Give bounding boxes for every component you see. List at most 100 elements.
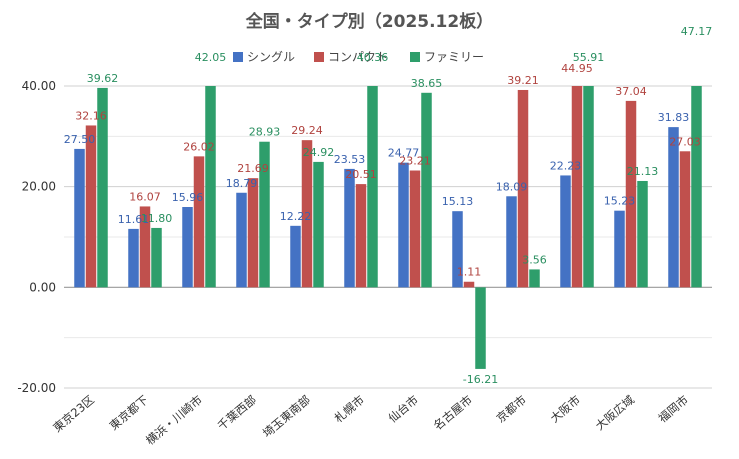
x-category-label: 仙台市 — [386, 393, 421, 426]
x-category-label: 名古屋市 — [431, 393, 475, 433]
data-label: 37.04 — [615, 85, 647, 98]
data-label: 20.51 — [345, 168, 377, 181]
data-label: 21.69 — [237, 162, 269, 175]
x-category-label: 東京23区 — [50, 393, 97, 435]
legend-swatch — [233, 52, 243, 62]
data-label: 15.96 — [172, 191, 204, 204]
x-category-label: 札幌市 — [332, 393, 367, 426]
gridlines — [64, 85, 712, 389]
y-tick-label: -20.00 — [17, 381, 56, 395]
data-label: 18.79 — [226, 177, 258, 190]
bar — [625, 100, 637, 288]
legend-swatch — [314, 52, 324, 62]
data-label: 23.53 — [334, 153, 366, 166]
data-label: 24.77 — [388, 147, 420, 160]
data-labels: 27.50 32.16 39.62 11.61 16.07 11.80 15.96 26.02… — [64, 25, 713, 386]
bar — [344, 168, 355, 288]
bars — [74, 86, 702, 369]
data-label: 3.56 — [522, 253, 547, 266]
bar — [529, 269, 540, 288]
bar — [614, 210, 625, 288]
bar — [74, 148, 85, 288]
bar — [193, 156, 205, 288]
bar — [637, 180, 648, 288]
data-label: -16.21 — [463, 373, 498, 386]
y-tick-label: 0.00 — [29, 280, 56, 294]
data-label: 40.36 — [357, 51, 389, 64]
data-label: 55.91 — [573, 51, 605, 64]
bar — [85, 125, 97, 288]
data-label: 16.07 — [129, 190, 161, 203]
data-label: 27.03 — [669, 135, 701, 148]
data-label: 15.23 — [604, 195, 636, 208]
bar — [128, 228, 139, 288]
data-label: 24.92 — [303, 146, 335, 159]
x-category-label: 横浜・川崎市 — [143, 393, 205, 448]
data-label: 21.13 — [627, 165, 659, 178]
bar — [139, 206, 151, 288]
bar — [151, 227, 162, 288]
x-category-label: 大阪市 — [548, 393, 583, 426]
data-label: 32.16 — [75, 109, 107, 122]
bar — [571, 86, 583, 288]
legend-label: ファミリー — [424, 50, 484, 64]
legend-label: シングル — [247, 50, 295, 64]
data-label: 22.23 — [550, 159, 582, 172]
y-tick-label: 20.00 — [22, 180, 56, 194]
bar — [475, 287, 486, 369]
bar — [355, 184, 367, 288]
bar — [367, 86, 378, 288]
data-label: 39.21 — [507, 74, 539, 87]
data-label: 12.22 — [280, 210, 312, 223]
bar — [259, 141, 270, 288]
bar — [97, 87, 108, 288]
legend: シングル コンパクト ファミリー — [233, 50, 484, 64]
chart-title: 全国・タイプ別（2025.12板） — [245, 11, 493, 32]
data-label: 38.65 — [411, 77, 443, 90]
data-label: 27.50 — [64, 133, 96, 146]
bar — [560, 175, 571, 288]
bar — [583, 86, 594, 288]
x-category-label: 埼玉東南部 — [260, 393, 313, 441]
bar — [313, 161, 324, 288]
x-category-label: 福岡市 — [656, 393, 691, 426]
x-category-label: 京都市 — [494, 393, 529, 426]
x-category-label: 大阪広域 — [593, 392, 638, 433]
bar — [182, 207, 193, 288]
bar — [205, 86, 216, 288]
y-axis-ticks: 40.00 20.00 0.00 -20.00 — [17, 79, 56, 395]
bar — [691, 86, 702, 288]
data-label: 42.05 — [195, 51, 227, 64]
bar — [668, 127, 679, 288]
x-category-label: 千葉西部 — [215, 393, 259, 433]
bar — [506, 196, 517, 288]
data-label: 47.17 — [681, 25, 713, 38]
y-tick-label: 40.00 — [22, 79, 56, 93]
bar — [421, 92, 432, 288]
bar — [236, 192, 247, 288]
bar — [247, 178, 259, 288]
data-label: 26.02 — [183, 140, 215, 153]
data-label: 23.21 — [399, 155, 431, 168]
data-label: 1.11 — [457, 266, 482, 279]
data-label: 39.62 — [87, 72, 119, 85]
legend-label: コンパクト — [328, 50, 388, 64]
data-label: 15.13 — [442, 195, 474, 208]
data-label: 11.80 — [141, 212, 173, 225]
data-label: 28.93 — [249, 126, 281, 139]
data-label: 18.09 — [496, 180, 528, 193]
data-label: 29.24 — [291, 124, 323, 137]
bar — [398, 162, 409, 288]
bar — [679, 151, 691, 288]
bar — [452, 211, 463, 288]
data-label: 44.95 — [561, 62, 593, 75]
data-label: 11.61 — [118, 213, 150, 226]
x-category-label: 東京都下 — [107, 393, 151, 433]
data-label: 31.83 — [658, 111, 690, 124]
bar — [517, 89, 529, 288]
bar — [409, 170, 421, 288]
bar — [301, 140, 313, 288]
bar — [463, 281, 475, 288]
